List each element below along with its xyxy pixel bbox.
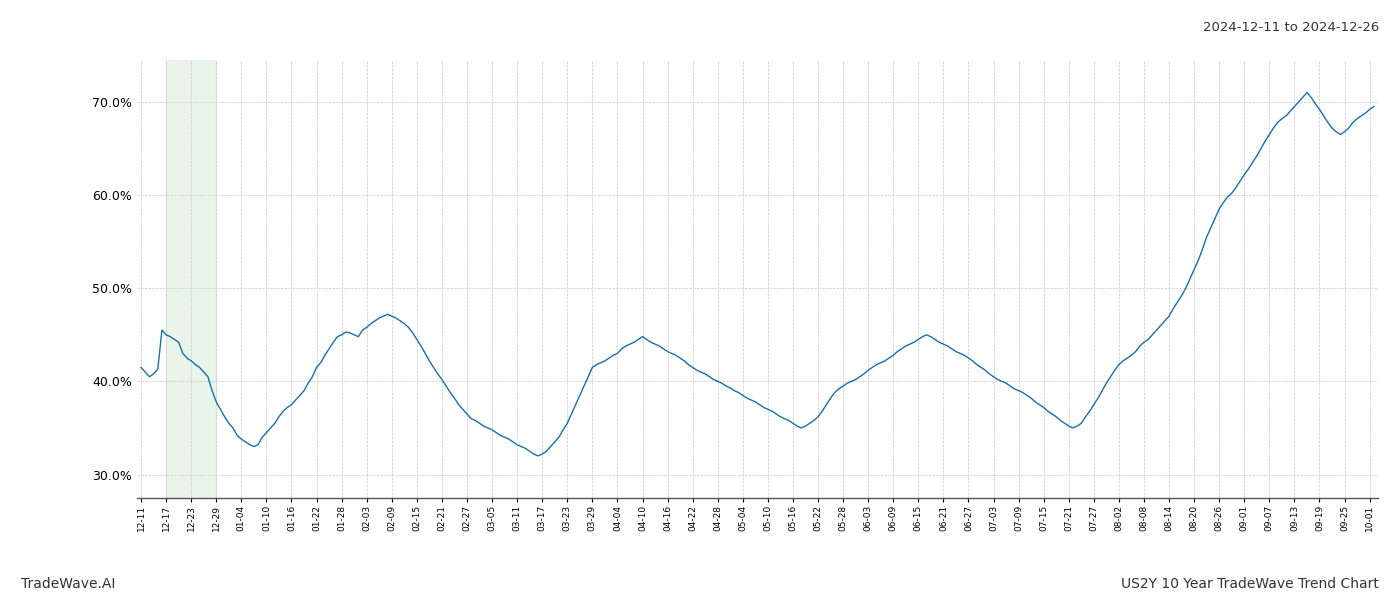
Bar <box>167 60 216 498</box>
Text: US2Y 10 Year TradeWave Trend Chart: US2Y 10 Year TradeWave Trend Chart <box>1121 577 1379 591</box>
Text: 2024-12-11 to 2024-12-26: 2024-12-11 to 2024-12-26 <box>1203 21 1379 34</box>
Text: TradeWave.AI: TradeWave.AI <box>21 577 115 591</box>
